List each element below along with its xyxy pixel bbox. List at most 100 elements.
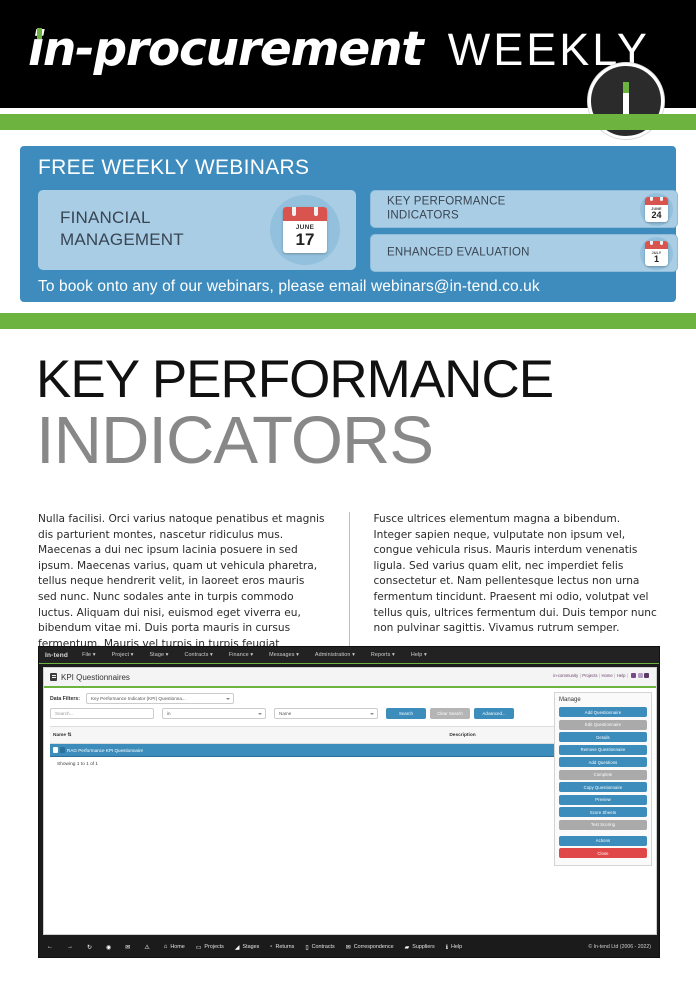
footer-label: Stages — [242, 944, 260, 950]
document-icon[interactable] — [53, 747, 58, 753]
calendar-header — [645, 241, 668, 249]
app-footer-toolbar: ← → ↻ ◉ ✉ ⚠ ⌂ Home ▭ Projects ◢ Stages ▫ Ret… — [39, 937, 659, 957]
link-projects[interactable]: Projects — [582, 673, 598, 678]
footer-returns-button[interactable]: ▫ Returns — [270, 944, 294, 950]
nav-item-help[interactable]: Help ▾ — [410, 652, 427, 658]
nav-item-stage[interactable]: Stage ▾ — [149, 652, 169, 658]
footer-label: Correspondence — [353, 944, 394, 950]
webinar-card-key-performance-indicators[interactable]: KEY PERFORMANCE INDICATORS JUNE 24 — [370, 190, 678, 228]
nav-label: Project — [111, 652, 130, 658]
home-icon: ⌂ — [163, 944, 168, 950]
article-column-left: Nulla facilisi. Orci varius natoque pena… — [38, 513, 325, 665]
footer-forward-button[interactable]: → — [67, 944, 76, 950]
calendar-month: JUNE — [295, 224, 315, 231]
footer-alert-button[interactable]: ⚠ — [144, 944, 152, 951]
column-header-description[interactable]: Description — [446, 726, 582, 744]
calendar-ring-right-icon — [660, 241, 663, 245]
webinar-card-line1: FINANCIAL — [60, 208, 151, 227]
filter-panel: Data Filters: Key Performance Indicator … — [44, 688, 656, 726]
webinar-card-line1: KEY PERFORMANCE — [387, 195, 506, 208]
nav-item-administration[interactable]: Administration ▾ — [314, 652, 355, 658]
footer-suppliers-button[interactable]: ▰ Suppliers — [405, 944, 435, 951]
add-questionnaire-button[interactable]: Add Questionnaire — [559, 707, 647, 717]
eye-icon: ◉ — [106, 944, 112, 951]
score-sheets-button[interactable]: Score Sheets — [559, 807, 647, 817]
calendar-day: 17 — [295, 230, 315, 249]
calendar-ring-left-icon — [650, 241, 653, 245]
webinar-card-financial-management[interactable]: FINANCIAL MANAGEMENT JUNE 17 — [38, 190, 356, 270]
footer-view-button[interactable]: ◉ — [106, 944, 114, 951]
cell-name: RAG Performance KPI Questionnaire — [50, 743, 447, 757]
search-placeholder: Search... — [55, 711, 74, 716]
folder-icon[interactable] — [60, 747, 65, 753]
copy-questionnaire-button[interactable]: Copy Questionnaire — [559, 782, 647, 792]
actions-button[interactable]: Actions — [559, 835, 647, 846]
webinar-card-label: ENHANCED EVALUATION — [387, 246, 530, 260]
advanced-search-button[interactable]: Advanced... — [474, 708, 514, 719]
nav-label: Stage — [149, 652, 165, 658]
returns-icon: ▫ — [270, 944, 273, 950]
article-column-right: Fusce ultrices elementum magna a bibendu… — [373, 513, 657, 635]
search-button[interactable]: Search — [386, 708, 426, 719]
footer-home-button[interactable]: ⌂ Home — [164, 944, 185, 950]
nav-item-reports[interactable]: Reports ▾ — [370, 652, 395, 658]
edit-questionnaire-button: Edit Questionnaire — [559, 719, 647, 730]
notes-icon[interactable] — [637, 673, 643, 678]
footer-mail-button[interactable]: ✉ — [125, 944, 133, 951]
app-page-header: KPI Questionnaires in-community | Projects… — [44, 668, 656, 688]
footer-contracts-button[interactable]: ▯ Contracts — [305, 944, 334, 951]
calendar-day: 1 — [653, 254, 659, 264]
nav-item-messages[interactable]: Messages ▾ — [269, 652, 299, 658]
nav-item-finance[interactable]: Finance ▾ — [228, 652, 254, 658]
table-row[interactable]: RAG Performance KPI Questionnaire 1 0 — [50, 743, 650, 757]
link-help[interactable]: Help — [616, 673, 626, 678]
preview-button[interactable]: Preview — [559, 794, 647, 805]
footer-help-button[interactable]: ℹ Help — [446, 944, 462, 951]
column-header-name[interactable]: Name ⇅ — [50, 726, 447, 744]
remove-questionnaire-button[interactable]: Remove Questionnaire — [559, 744, 647, 755]
arrow-right-icon: → — [67, 944, 73, 950]
footer-label: Help — [451, 944, 463, 950]
field-select[interactable]: Name — [274, 708, 378, 719]
webinar-card-enhanced-evaluation[interactable]: ENHANCED EVALUATION JULY 1 — [370, 234, 678, 272]
webinar-card-line2: INDICATORS — [387, 209, 459, 221]
operator-select[interactable]: in — [162, 708, 266, 719]
column-label: Name — [53, 732, 67, 738]
footer-label: Suppliers — [412, 944, 435, 950]
calendar-day: 24 — [651, 210, 662, 220]
close-button[interactable]: Close — [559, 848, 647, 858]
row-name-text: RAG Performance KPI Questionnaire — [67, 748, 144, 753]
nav-item-file[interactable]: File ▾ — [82, 652, 96, 658]
questionnaire-icon — [50, 673, 57, 681]
data-filter-value: Key Performance Indicator (KPI) Question… — [90, 696, 186, 701]
nav-item-contracts[interactable]: Contracts ▾ — [184, 652, 213, 658]
link-in-community[interactable]: in-community — [553, 673, 579, 678]
print-icon[interactable] — [644, 673, 649, 678]
table-body: RAG Performance KPI Questionnaire 1 0 — [50, 743, 650, 757]
footer-refresh-button[interactable]: ↻ — [87, 944, 95, 951]
chevron-down-icon — [258, 713, 262, 715]
cell-description — [446, 743, 582, 757]
calendar-ring-left-icon — [292, 207, 296, 216]
help-icon: ℹ — [445, 944, 448, 951]
search-input[interactable]: Search... — [50, 708, 154, 719]
footer-stages-button[interactable]: ◢ Stages — [235, 944, 259, 951]
save-icon[interactable] — [631, 673, 636, 678]
calendar-ring-right-icon — [660, 197, 663, 201]
footer-projects-button[interactable]: ▭ Projects — [196, 944, 224, 951]
page-title: KEY PERFORMANCE — [36, 350, 554, 409]
footer-back-button[interactable]: ← — [47, 944, 56, 950]
manage-panel-title: Manage — [559, 697, 581, 703]
details-button[interactable]: Details — [559, 732, 647, 742]
nav-item-project[interactable]: Project ▾ — [111, 652, 134, 658]
clear-search-button[interactable]: Clear Search — [430, 708, 470, 719]
footer-correspondence-button[interactable]: ✉ Correspondence — [346, 944, 394, 951]
nav-label: Help — [410, 652, 423, 658]
arrow-left-icon: ← — [47, 944, 53, 950]
data-filter-select[interactable]: Key Performance Indicator (KPI) Question… — [85, 693, 234, 704]
add-questions-button[interactable]: Add Questions — [559, 757, 647, 767]
app-brand-logo[interactable]: In-tend — [45, 651, 69, 659]
footer-copyright: © In-tend Ltd (2006 - 2022) — [588, 944, 651, 950]
calendar-icon: JUNE 24 — [645, 197, 668, 222]
link-home[interactable]: Home — [601, 673, 613, 678]
